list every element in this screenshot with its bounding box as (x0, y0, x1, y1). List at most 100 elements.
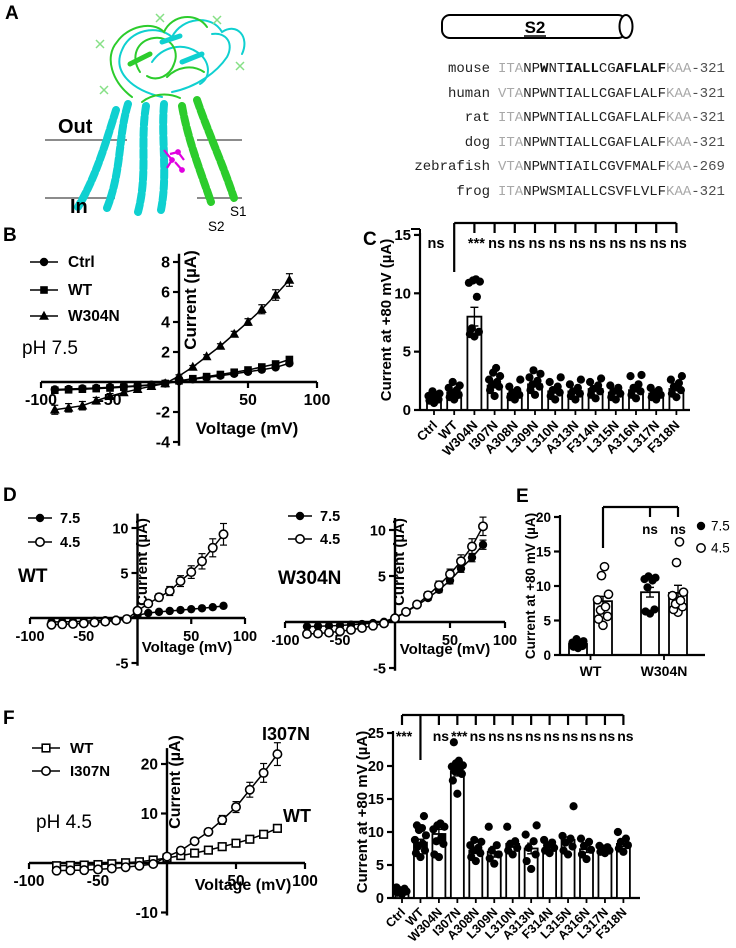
scatter-L310N (503, 822, 522, 859)
significance-label: ns (642, 522, 658, 537)
axes: -100 -50 50 100 20 10 -10 Voltage (mV) Current (… (13, 735, 317, 922)
x-tick-label: -50 (73, 629, 94, 645)
legend-label: Ctrl (68, 254, 95, 271)
scatter-I307N (447, 738, 467, 798)
protein-structure-image: Out In S1 S2 (45, 13, 247, 234)
panel-f-bar-chart: 0 5 10 15 20 25 Current at +80 mV (µA) Ctrl WT W3… (354, 700, 736, 948)
highlighted-residues (163, 149, 185, 173)
significance-label: ns (488, 728, 505, 744)
legend: WT I307N (32, 740, 110, 780)
significance-label: ns (630, 236, 647, 252)
ph-label: pH 7.5 (22, 338, 78, 359)
significance-label: ns (562, 728, 579, 744)
bar-W304N-7.5 (640, 591, 660, 656)
legend-label: W304N (68, 308, 120, 325)
x-tick-label: -100 (272, 633, 300, 649)
sequence-segment: KAA (666, 134, 692, 151)
significance-label: ns (543, 728, 560, 744)
significance-label: ns (529, 236, 546, 252)
y-tick-label: 10 (536, 579, 551, 594)
scatter-W304N-4.5 (667, 536, 689, 618)
x-tick-label: -50 (330, 633, 351, 649)
y-tick-label: 8 (161, 255, 170, 272)
group-label: WT (580, 663, 602, 679)
panel-label-d: D (3, 485, 17, 506)
sequence-segment: KAA (666, 159, 692, 176)
species-label: mouse (447, 61, 490, 77)
y-tick-label: 10 (394, 285, 411, 302)
series-W304N (49, 273, 295, 415)
y-tick-label: 20 (536, 510, 551, 525)
y-tick-label: -4 (156, 435, 170, 452)
cylinder-end (618, 14, 634, 39)
significance-label: ns (433, 728, 450, 744)
y-axis-title: Current at +80 mV (µA) (525, 513, 538, 659)
x-tick-label: -50 (98, 392, 121, 409)
scatter-L310N (545, 373, 565, 404)
scatter-WT (410, 812, 431, 862)
x-axis-title: Voltage (mV) (196, 419, 299, 438)
axes: -100 -50 50 100 10 5 -5 Voltage (mV) Current (µA… (270, 518, 517, 678)
significance-label: ns (549, 236, 566, 252)
alignment-row: frog ITANPWSMIALLCSVFLVLFKAA-321 (398, 180, 725, 205)
ph-label: pH 4.5 (36, 812, 92, 833)
glycan-sticks (95, 13, 245, 95)
sequence-segment: ITA (498, 183, 524, 200)
sequence-segment: IALL (565, 61, 599, 77)
s2-label: S2 (208, 219, 225, 234)
species-label: rat (464, 110, 490, 127)
panel-c-bar-chart: 0 5 10 15 Current at +80 mV (µA) Ctrl WT W304N I… (378, 215, 736, 488)
scatter-W304N (429, 819, 449, 862)
panel-f-iv-chart: -100 -50 50 100 20 10 -10 Voltage (mV) Current (… (0, 700, 356, 948)
scatter-W304N (464, 275, 484, 341)
scatter-L315N (606, 381, 625, 404)
sequence-segment: ITA (498, 61, 524, 77)
x-axis-title: Voltage (mV) (195, 877, 292, 894)
sequence-segment: NPWNTIAILCGVFMALF (523, 159, 667, 176)
sequence-segment: -321 (691, 85, 725, 102)
significance-label: ns (569, 236, 586, 252)
y-tick-label: 15 (394, 227, 411, 244)
sequence-segment: AFLALF (615, 61, 667, 77)
y-tick-label: 2 (161, 345, 170, 362)
species-label: frog (456, 183, 490, 200)
cylinder-label: S2 (525, 18, 546, 37)
y-axis-title: Current at +80 mV (µA) (355, 731, 371, 893)
sequence-segment: KAA (666, 183, 692, 200)
significance-label: ns (599, 728, 616, 744)
sequence-segment: KAA (666, 85, 692, 102)
significance-label: ns (525, 728, 542, 744)
legend-label: 4.5 (60, 535, 80, 551)
scatter-L309N (525, 366, 545, 399)
significance-label: ns (589, 236, 606, 252)
alignment-row: human VTANPWNTIALLCGAFLALFKAA-321 (398, 82, 725, 107)
y-axis-title: Current (µA) (134, 518, 151, 606)
panel-label-f: F (3, 708, 15, 729)
scatter-WT-4.5 (592, 561, 614, 631)
significance-label: ns (617, 728, 634, 744)
panel-b-iv-chart: -100 -50 50 100 -4 -2 2 4 6 8 Voltage (mV) Current … (0, 238, 356, 483)
scatter-WT-7.5 (568, 635, 588, 653)
y-tick-label: 10 (368, 825, 384, 841)
sequence-segment: VTA (498, 159, 524, 176)
sequence-segment: -321 (691, 110, 725, 127)
sequence-segment: VTA (498, 85, 524, 102)
transmembrane-helices (74, 96, 238, 216)
bar-L317N (597, 849, 613, 899)
legend-label: 4.5 (711, 541, 730, 556)
y-axis-title: Current (µA) (167, 735, 184, 829)
scatter-Ctrl (424, 387, 444, 408)
scatter-F318N (666, 372, 686, 402)
significance-label: ns (670, 522, 686, 537)
panel-label-b: B (3, 225, 17, 246)
legend: Ctrl WT W304N (30, 254, 120, 325)
legend-label: 7.5 (60, 511, 80, 527)
y-tick-label: 20 (141, 757, 158, 774)
panel-d-w304n-iv-chart: -100 -50 50 100 10 5 -5 Voltage (mV) Current (µA… (270, 478, 522, 705)
x-tick-label: 100 (304, 392, 331, 409)
scatter-A308N (466, 835, 486, 866)
scatter-L315N (558, 802, 578, 859)
x-tick-label: 50 (442, 633, 458, 649)
sequence-segment: NPWNTIALLCGAFLALF (523, 134, 667, 151)
